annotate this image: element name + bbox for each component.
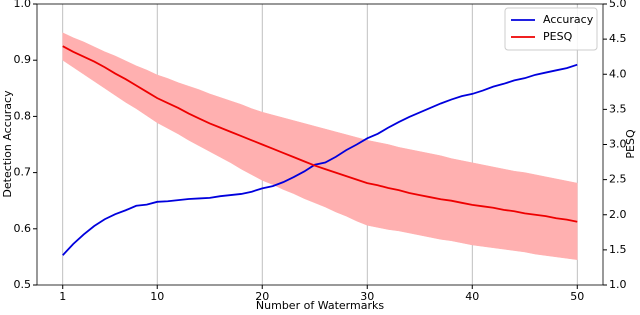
y-axis-label: Detection Accuracy — [1, 90, 14, 198]
y2-tick-label: 5.0 — [609, 0, 627, 10]
x-tick-label: 1 — [59, 290, 66, 303]
x-tick-label: 20 — [255, 290, 269, 303]
x-tick-label: 50 — [570, 290, 584, 303]
legend-label: PESQ — [543, 30, 573, 43]
y-tick-label: 0.5 — [14, 278, 32, 291]
line — [62, 45, 578, 223]
x-tick-label: 30 — [360, 290, 374, 303]
y2-tick-label: 2.5 — [609, 173, 627, 186]
y2-tick-label: 1.5 — [609, 243, 627, 256]
y-tick-label: 0.6 — [14, 222, 32, 235]
y-tick-label: 0.9 — [14, 53, 32, 66]
confidence-band — [62, 32, 578, 260]
legend-box — [504, 7, 598, 51]
x-tick-label: 10 — [150, 290, 164, 303]
plot-frame — [36, 3, 604, 286]
legend-label: Accuracy — [543, 13, 594, 26]
y2-tick-label: 3.0 — [609, 138, 627, 151]
y-tick-label: 0.8 — [14, 109, 32, 122]
y2-tick-label: 2.0 — [609, 208, 627, 221]
y2-tick-label: 4.0 — [609, 67, 627, 80]
y2-tick-label: 4.5 — [609, 32, 627, 45]
y2-tick-label: 3.5 — [609, 102, 627, 115]
y2-axis-label: PESQ — [624, 129, 637, 159]
line — [62, 63, 578, 256]
y2-tick-label: 1.0 — [609, 278, 627, 291]
x-tick-label: 40 — [465, 290, 479, 303]
y-tick-label: 1.0 — [14, 0, 32, 10]
x-axis-label: Number of Watermarks — [256, 299, 384, 312]
y-tick-label: 0.7 — [14, 166, 32, 179]
